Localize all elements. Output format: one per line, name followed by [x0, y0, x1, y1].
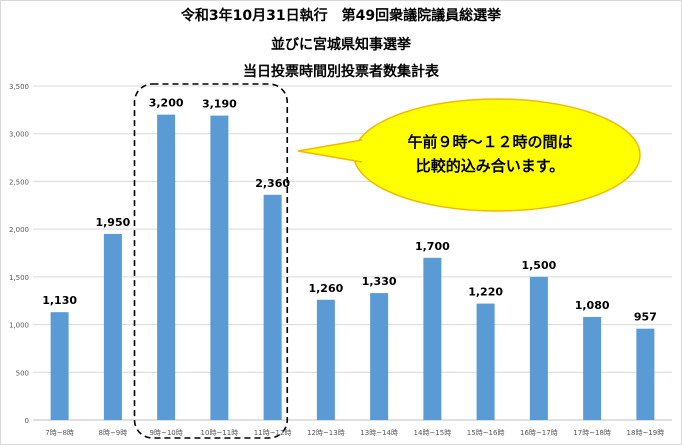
bar: [263, 194, 282, 420]
data-label: 1,260: [308, 282, 343, 295]
data-label: 3,200: [149, 97, 184, 110]
y-tick-label: 3,000: [9, 131, 29, 139]
y-tick-label: 3,500: [9, 83, 29, 91]
callout-line-1: 午前９時～１２時の間は: [407, 133, 573, 151]
bar: [370, 293, 389, 420]
data-label: 957: [634, 311, 657, 324]
data-label: 1,950: [95, 216, 130, 229]
callout-pointer-outline: [297, 139, 363, 163]
x-tick-label: 16時~17時: [520, 429, 558, 437]
data-label: 3,190: [202, 98, 237, 111]
y-tick-label: 0: [25, 417, 29, 425]
data-label: 1,130: [42, 294, 77, 307]
bar: [103, 233, 122, 420]
x-tick-label: 15時~16時: [467, 429, 505, 437]
data-label: 1,080: [575, 299, 610, 312]
bar: [50, 312, 69, 420]
bar: [476, 303, 495, 420]
bar: [423, 257, 442, 420]
callout-text: 午前９時～１２時の間は 比較的込み合います。: [370, 130, 610, 178]
highlight-box: [133, 83, 289, 439]
x-tick-label: 14時~15時: [414, 429, 452, 437]
chart-title-line-2: 並びに宮城県知事選挙: [271, 37, 411, 53]
y-tick-label: 2,500: [9, 178, 29, 186]
bar: [636, 328, 655, 420]
bar: [316, 299, 335, 420]
bar: [157, 114, 176, 420]
x-tick-label: 9時~10時: [150, 429, 183, 437]
x-tick-label: 8時~9時: [98, 429, 127, 437]
x-tick-label: 12時~13時: [307, 429, 345, 437]
x-tick-label: 7時~8時: [45, 429, 74, 437]
x-tick-label: 17時~18時: [573, 429, 611, 437]
data-label: 2,360: [255, 177, 290, 190]
x-tick-label: 10時~11時: [201, 429, 239, 437]
x-tick-label: 18時~19時: [627, 429, 665, 437]
x-tick-label: 13時~14時: [360, 429, 398, 437]
data-label: 1,700: [415, 240, 450, 253]
data-label: 1,220: [468, 286, 503, 299]
y-tick-label: 500: [16, 369, 29, 377]
y-tick-label: 1,000: [9, 322, 29, 330]
callout-pointer: [298, 140, 362, 162]
data-label: 1,500: [521, 259, 556, 272]
bar: [529, 276, 548, 420]
chart-title-line-1: 令和3年10月31日執行 第49回衆議院議員総選挙: [180, 8, 502, 24]
chart-title-line-3: 当日投票時間別投票者数集計表: [243, 64, 439, 80]
y-tick-label: 1,500: [9, 274, 29, 282]
y-tick-label: 2,000: [9, 226, 29, 234]
bar: [583, 316, 602, 420]
data-label: 1,330: [362, 275, 397, 288]
bar: [210, 115, 229, 420]
callout-line-2: 比較的込み合います。: [415, 157, 565, 175]
x-tick-label: 11時~12時: [254, 429, 292, 437]
